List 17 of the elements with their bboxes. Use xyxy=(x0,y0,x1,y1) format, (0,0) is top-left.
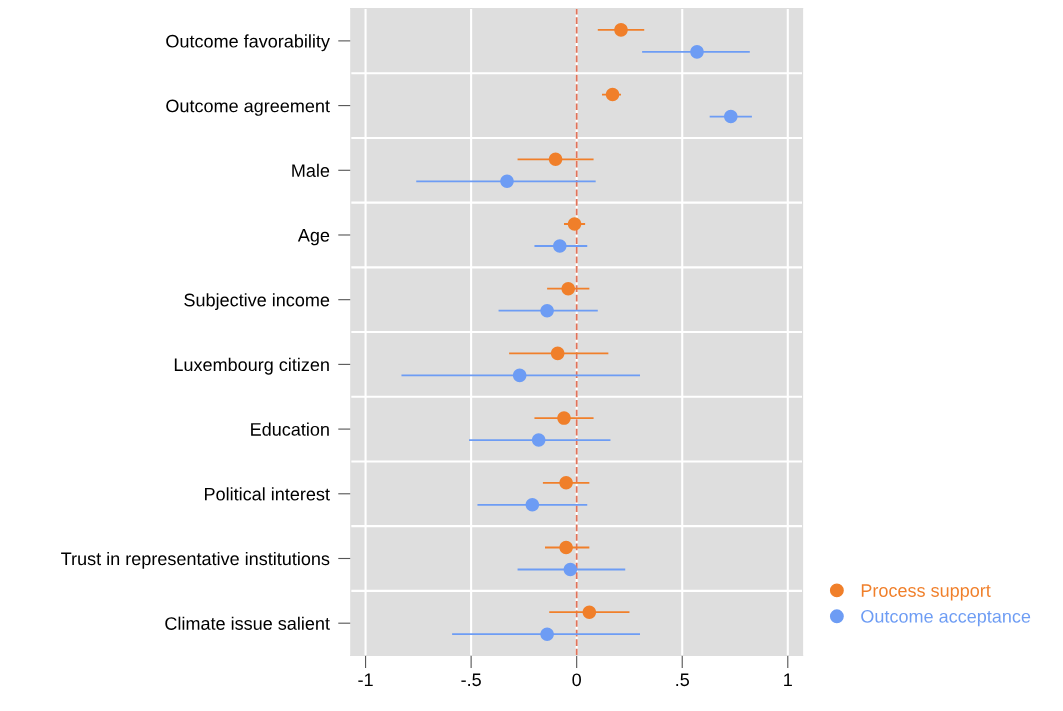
x-tick-label: 0 xyxy=(572,673,581,687)
y-tick-label: Outcome favorability xyxy=(166,34,330,52)
y-tick-label: Male xyxy=(292,163,330,177)
x-tick-label: -.5 xyxy=(461,673,481,687)
y-tick-label: Subjective income xyxy=(184,293,330,310)
y-tick-label: Outcome agreement xyxy=(166,99,330,116)
legend-label: Outcome acceptance xyxy=(861,610,1031,627)
y-tick-label: Trust in representative institutions xyxy=(61,551,330,569)
x-tick-label: -1 xyxy=(358,673,373,686)
y-tick-label: Luxembourg citizen xyxy=(174,357,329,375)
x-tick-label: .5 xyxy=(676,673,690,687)
y-tick-label: Education xyxy=(251,422,329,436)
y-tick-label: Age xyxy=(297,229,330,246)
legend-label: Process support xyxy=(861,584,991,601)
x-tick-label: 1 xyxy=(784,673,792,686)
y-tick-label: Political interest xyxy=(205,487,330,501)
y-tick-label: Climate issue salient xyxy=(165,616,330,630)
